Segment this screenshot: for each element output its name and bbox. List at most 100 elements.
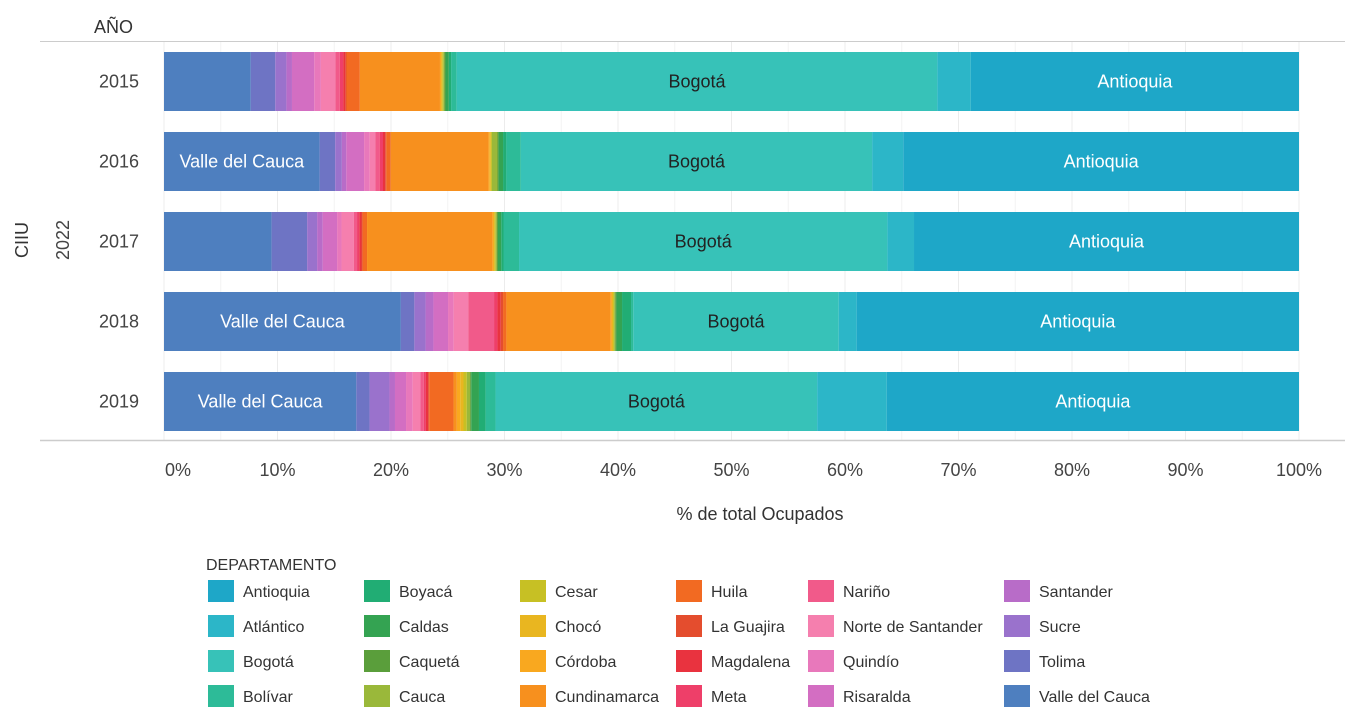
- bar-segment: [451, 52, 457, 111]
- legend-item-label: Boyacá: [399, 584, 452, 601]
- bar-segment: [442, 52, 444, 111]
- bar-segment: [506, 292, 611, 351]
- legend-title: DEPARTAMENTO: [206, 557, 336, 574]
- bar-segment: [496, 212, 498, 271]
- x-axis-title: % de total Ocupados: [676, 504, 843, 524]
- bar-segment: [497, 292, 501, 351]
- bar-segment: [498, 132, 504, 191]
- bar-segment: [394, 372, 407, 431]
- bar-segment: [616, 292, 623, 351]
- x-tick-label: 10%: [259, 460, 295, 480]
- x-tick-label: 100%: [1276, 460, 1322, 480]
- bar-segment: [448, 292, 454, 351]
- legend-swatch: [808, 685, 834, 707]
- legend-swatch: [520, 685, 546, 707]
- y-tick-label: 2017: [99, 232, 139, 252]
- bar-segment: [886, 372, 1299, 431]
- bar-segment: [448, 52, 452, 111]
- bar-segment: [611, 292, 614, 351]
- bar-segment: [622, 292, 632, 351]
- legend-swatch: [208, 580, 234, 602]
- bar-label: Antioquia: [1097, 72, 1173, 92]
- bar-segment: [495, 372, 818, 431]
- legend-swatch: [1004, 580, 1030, 602]
- bar-segment: [386, 132, 391, 191]
- bar-segment: [460, 372, 464, 431]
- legend-swatch: [208, 685, 234, 707]
- bar-segment: [364, 132, 370, 191]
- legend-swatch: [520, 580, 546, 602]
- legend-swatch: [808, 615, 834, 637]
- bar-segment: [489, 132, 491, 191]
- bar-segment: [412, 372, 421, 431]
- bar-segment: [317, 212, 323, 271]
- legend-swatch: [1004, 615, 1030, 637]
- legend-item-label: Chocó: [555, 619, 601, 636]
- x-tick-labels: 0% 10% 20% 30% 40% 50% 60% 70% 80% 90% 100%: [165, 460, 1322, 480]
- legend-item-label: Caldas: [399, 619, 449, 636]
- y-axis-title: CIIU: [12, 222, 32, 258]
- bar-segment: [337, 212, 342, 271]
- bar-segment: [164, 372, 357, 431]
- bar-label: Antioquia: [1055, 392, 1131, 412]
- bar-segment: [433, 292, 449, 351]
- bar-segment: [322, 212, 338, 271]
- legend-item-label: Córdoba: [555, 654, 616, 671]
- y-tick-label: 2016: [99, 152, 139, 172]
- bar-segment: [291, 52, 315, 111]
- x-tick-label: 0%: [165, 460, 191, 480]
- legend-swatch: [1004, 685, 1030, 707]
- bar-segment: [937, 52, 971, 111]
- bar-labels: Bogotá Antioquia Valle del Cauca Bogotá Anti…: [179, 72, 1173, 412]
- bar-segment: [453, 292, 469, 351]
- bar-segment: [420, 372, 424, 431]
- bar-segment: [495, 212, 497, 271]
- bar-segment: [491, 132, 498, 191]
- bar-segment: [425, 292, 434, 351]
- bar-segment: [501, 212, 504, 271]
- bar-segments: [164, 52, 1299, 431]
- bar-segment: [453, 372, 457, 431]
- legend-item-label: Bogotá: [243, 654, 294, 671]
- legend-item-label: Nariño: [843, 584, 890, 601]
- bar-segment: [838, 292, 857, 351]
- bar-segment: [425, 372, 429, 431]
- legend-item-label: Valle del Cauca: [1039, 689, 1150, 706]
- legend-swatch: [1004, 650, 1030, 672]
- legend-item-label: Meta: [711, 689, 747, 706]
- bar-segment: [406, 372, 413, 431]
- bar-label: Bogotá: [675, 232, 733, 252]
- bar-segment: [497, 212, 502, 271]
- bar-segment: [382, 132, 386, 191]
- bar-segment: [492, 212, 494, 271]
- legend-item-label: Caquetá: [399, 654, 460, 671]
- legend-item-label: Norte de Santander: [843, 619, 983, 636]
- y-tick-label: 2019: [99, 392, 139, 412]
- bar-segment: [390, 132, 489, 191]
- column-header: AÑO: [94, 16, 133, 37]
- legend-swatch: [364, 615, 390, 637]
- legend-item-label: Atlántico: [243, 619, 304, 636]
- bar-segment: [872, 132, 904, 191]
- bar-segment: [369, 372, 390, 431]
- bar-segment: [506, 132, 521, 191]
- legend-swatch: [808, 580, 834, 602]
- legend-swatch: [364, 580, 390, 602]
- bar-segment: [485, 372, 496, 431]
- bar-segment: [164, 212, 272, 271]
- bar-segment: [466, 372, 471, 431]
- x-tick-label: 50%: [713, 460, 749, 480]
- bar-segment: [250, 52, 276, 111]
- bar-segment: [164, 132, 320, 191]
- bar-segment: [375, 132, 380, 191]
- bar-segment: [503, 132, 507, 191]
- bar-label: Antioquia: [1064, 152, 1140, 172]
- x-tick-label: 20%: [373, 460, 409, 480]
- legend-swatch: [808, 650, 834, 672]
- bar-segment: [314, 52, 321, 111]
- legend-swatch: [208, 615, 234, 637]
- x-tick-label: 80%: [1054, 460, 1090, 480]
- bar-label: Valle del Cauca: [198, 392, 324, 412]
- bar-segment: [441, 52, 443, 111]
- bar-segment: [286, 52, 292, 111]
